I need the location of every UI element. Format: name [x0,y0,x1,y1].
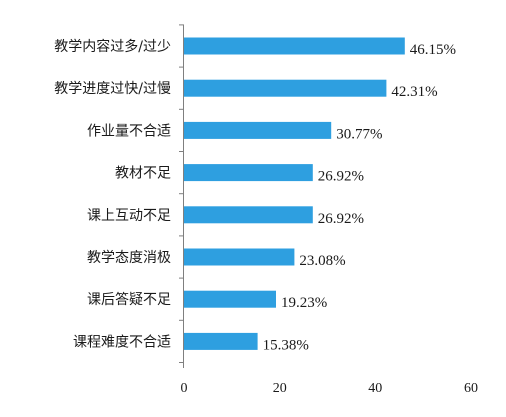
category-label-2: 教学进度过快/过慢 [54,80,171,97]
bar-8 [184,332,258,350]
x-tick-label-60: 60 [464,381,478,396]
category-label-1: 教学内容过多/过少 [54,38,171,55]
x-tick-label-20: 20 [273,381,287,396]
value-label-1: 46.15% [410,42,456,58]
value-label-7: 19.23% [281,295,327,311]
category-label-8: 课程难度不合适 [73,334,171,350]
axes-group [179,24,184,368]
bar-3 [184,121,332,139]
category-label-3: 作业量不合适 [87,123,171,139]
value-label-8: 15.38% [263,337,309,353]
category-label-5: 课上互动不足 [87,208,171,224]
value-label-6: 23.08% [299,253,345,269]
category-label-6: 教学态度消极 [87,250,171,266]
category-label-4: 教材不足 [115,166,171,182]
category-labels: 教学内容过多/过少教学进度过快/过慢作业量不合适教材不足课上互动不足教学态度消极… [54,38,171,350]
value-label-5: 26.92% [318,211,364,227]
bar-6 [184,248,295,266]
bar-4 [184,164,313,182]
bar-5 [184,206,313,224]
x-tick-label-40: 40 [368,381,382,396]
x-tick-labels: 0 20 40 60 [181,381,479,396]
bar-1 [184,37,405,55]
x-tick-label-0: 0 [181,381,188,396]
category-label-7: 课后答疑不足 [87,291,171,308]
value-label-4: 26.92% [318,169,364,185]
bar-7 [184,290,276,308]
bar-2 [184,79,387,97]
value-label-2: 42.31% [391,84,437,100]
value-label-3: 30.77% [336,126,382,142]
value-labels: 46.15% 42.31% 30.77% 26.92% 26.92% 23.08% 19.2… [263,42,456,353]
bars-group [184,37,405,350]
